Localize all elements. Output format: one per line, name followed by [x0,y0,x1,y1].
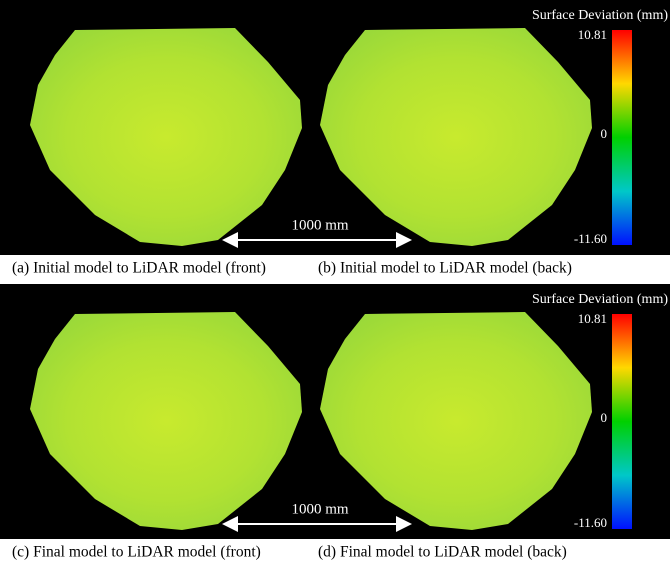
figure: 1000 mm Surface Deviation (mm) 10.81 0 -11.6… [0,0,670,562]
colorbar-max: 10.81 [578,311,607,326]
colorbar [612,30,632,245]
colorbar-mid: 0 [601,410,608,425]
colorbar [612,314,632,529]
colorbar-title: Surface Deviation (mm) [532,292,668,307]
colorbar-mid: 0 [601,126,608,141]
scale-label: 1000 mm [291,217,348,233]
panel: 1000 mm Surface Deviation (mm) 10.81 0 -11.6… [0,0,670,277]
colorbar-min: -11.60 [574,231,607,246]
panel: 1000 mm Surface Deviation (mm) 10.81 0 -11.6… [0,284,670,561]
caption: (d) Final model to LiDAR model (back) [318,544,567,561]
caption: (c) Final model to LiDAR model (front) [12,544,261,561]
caption: (a) Initial model to LiDAR model (front) [12,260,266,277]
caption: (b) Initial model to LiDAR model (back) [318,260,572,277]
colorbar-max: 10.81 [578,27,607,42]
colorbar-min: -11.60 [574,515,607,530]
scale-label: 1000 mm [291,501,348,517]
colorbar-title: Surface Deviation (mm) [532,8,668,23]
